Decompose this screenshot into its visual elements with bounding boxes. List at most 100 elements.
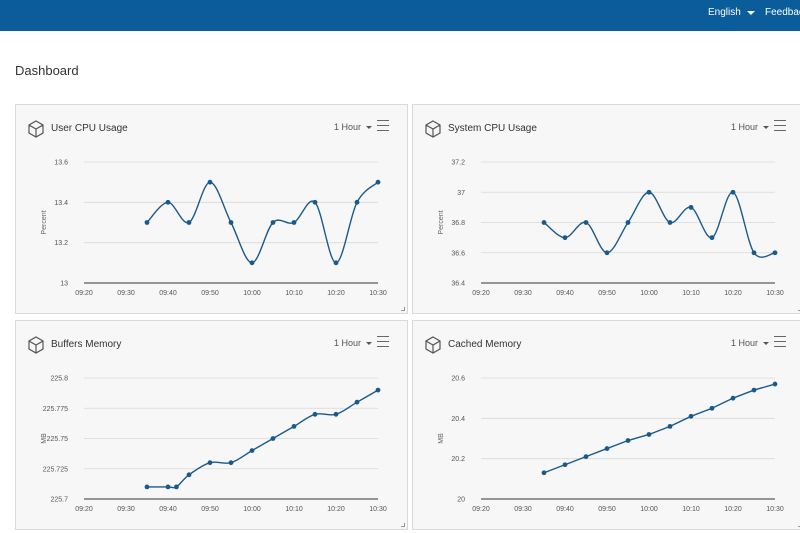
y-tick-label: 13 — [60, 281, 68, 288]
data-point — [354, 399, 360, 405]
panel-buffers-memory: 225.7 225.725 225.75 225.775 225.8 MB 09:20 09:… — [15, 320, 408, 530]
y-tick-label: 37 — [457, 190, 465, 197]
data-point — [583, 220, 589, 225]
x-tick-label: 09:20 — [472, 290, 490, 297]
time-range-dropdown[interactable]: 1 Hour — [334, 338, 373, 348]
data-point — [688, 413, 694, 419]
cube-icon — [28, 336, 44, 354]
data-point — [312, 411, 318, 417]
data-point — [604, 446, 610, 451]
data-point — [333, 260, 339, 266]
data-point — [354, 199, 360, 205]
y-tick-label: 20.2 — [451, 456, 465, 463]
chevron-down-icon — [366, 341, 373, 345]
chevron-down-icon — [763, 341, 770, 345]
x-tick-label: 10:30 — [766, 506, 784, 513]
series-line — [146, 181, 379, 264]
x-tick-label: 10:20 — [724, 290, 742, 297]
x-tick-label: 09:50 — [598, 290, 616, 297]
panel-title: User CPU Usage — [51, 123, 128, 134]
panel-system-cpu: 36.4 36.6 36.8 37 37.2 Percent 09:20 09:30 09:40… — [412, 104, 800, 314]
y-tick-label: 13.6 — [54, 160, 68, 167]
data-point — [541, 220, 547, 225]
chart-user-cpu: 13 13.2 13.4 13.6 Percent 09:20 09:30 09:40 09:5… — [41, 160, 387, 298]
resize-handle[interactable] — [798, 307, 800, 311]
x-tick-label: 10:10 — [285, 506, 303, 513]
x-tick-label: 09:30 — [514, 290, 532, 297]
data-point — [772, 250, 778, 256]
time-range-dropdown[interactable]: 1 Hour — [731, 122, 770, 132]
y-tick-label: 13.4 — [54, 200, 68, 207]
data-point — [667, 424, 673, 429]
x-tick-label: 09:40 — [556, 290, 574, 297]
chart-system-cpu: 36.4 36.6 36.8 37 37.2 Percent 09:20 09:30 09:40… — [438, 160, 784, 298]
y-tick-label: 20 — [457, 497, 465, 504]
data-point — [144, 484, 150, 490]
data-point — [709, 405, 715, 411]
data-point — [333, 411, 339, 417]
x-tick-label: 10:00 — [243, 290, 261, 297]
time-range-dropdown[interactable]: 1 Hour — [731, 338, 770, 348]
data-point — [375, 387, 381, 393]
y-axis-label: Percent — [438, 210, 445, 234]
hamburger-menu-icon[interactable] — [774, 336, 786, 347]
data-point — [228, 220, 234, 225]
hamburger-menu-icon[interactable] — [377, 120, 389, 131]
x-tick-label: 10:00 — [640, 506, 658, 513]
x-tick-label: 09:30 — [514, 506, 532, 513]
data-point — [562, 235, 568, 241]
time-range-dropdown[interactable]: 1 Hour — [334, 122, 373, 132]
x-tick-label: 10:10 — [682, 290, 700, 297]
data-point — [207, 460, 213, 466]
data-point — [249, 260, 255, 266]
data-point — [207, 179, 213, 185]
data-point — [646, 189, 652, 195]
y-tick-label: 225.8 — [50, 376, 68, 383]
x-tick-label: 10:20 — [724, 506, 742, 513]
x-tick-label: 10:30 — [369, 290, 387, 297]
resize-handle[interactable] — [401, 523, 405, 527]
y-axis-label: MB — [438, 433, 445, 444]
chevron-down-icon — [763, 125, 770, 129]
y-tick-label: 36.4 — [451, 281, 465, 288]
resize-handle[interactable] — [401, 307, 405, 311]
x-tick-label: 09:40 — [556, 506, 574, 513]
feedback-link[interactable]: Feedback — [765, 7, 800, 18]
y-tick-label: 20.6 — [451, 376, 465, 383]
chart-buffers-memory: 225.7 225.725 225.75 225.775 225.8 MB 09:20 09:… — [41, 376, 387, 514]
resize-handle[interactable] — [798, 523, 800, 527]
data-point — [625, 220, 631, 225]
top-nav-bar: English Feedback — [0, 0, 800, 31]
y-tick-label: 13.2 — [54, 240, 68, 247]
hamburger-menu-icon[interactable] — [774, 120, 786, 131]
time-range-label: 1 Hour — [731, 122, 759, 132]
data-point — [291, 424, 297, 429]
x-tick-label: 10:00 — [640, 290, 658, 297]
hamburger-menu-icon[interactable] — [377, 336, 389, 347]
x-tick-label: 09:20 — [75, 506, 93, 513]
data-point — [709, 235, 715, 241]
chevron-down-icon — [366, 125, 373, 129]
language-selector[interactable]: English — [708, 7, 755, 18]
time-range-label: 1 Hour — [334, 338, 362, 348]
data-point — [174, 484, 179, 490]
panel-user-cpu: 13 13.2 13.4 13.6 Percent 09:20 09:30 09:40 09:5… — [15, 104, 408, 314]
y-tick-label: 225.75 — [47, 436, 69, 443]
data-point — [625, 438, 631, 443]
y-axis-label: Percent — [41, 210, 48, 234]
data-point — [730, 395, 736, 401]
x-tick-label: 09:40 — [159, 506, 177, 513]
x-tick-label: 10:20 — [327, 506, 345, 513]
y-tick-label: 36.6 — [451, 250, 465, 257]
x-tick-label: 10:30 — [766, 290, 784, 297]
data-point — [730, 189, 736, 195]
x-tick-label: 10:30 — [369, 506, 387, 513]
page-title: Dashboard — [15, 63, 79, 78]
series-line — [147, 389, 379, 489]
time-range-label: 1 Hour — [334, 122, 362, 132]
x-tick-label: 09:30 — [117, 290, 135, 297]
chevron-down-icon — [746, 10, 755, 15]
y-tick-label: 225.775 — [43, 406, 68, 413]
data-point — [186, 220, 192, 225]
cube-icon — [28, 120, 44, 138]
